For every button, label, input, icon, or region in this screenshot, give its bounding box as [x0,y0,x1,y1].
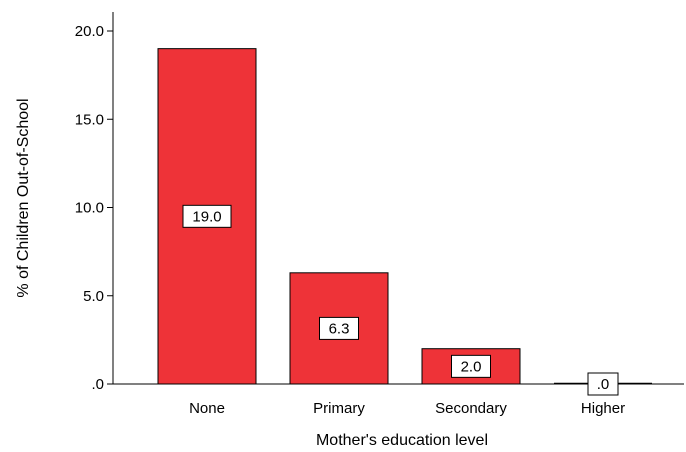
y-tick-label: 5.0 [83,288,104,305]
y-axis-title: % of Children Out-of-School [15,98,32,297]
data-label-box [451,354,491,378]
data-label-box [182,204,232,228]
data-label: 19.0 [192,208,221,225]
x-category-labels-layer: None Primary Secondary Higher [189,400,625,417]
x-category-label: None [189,400,225,417]
x-category-label: Primary [313,400,365,417]
x-category-label: Higher [581,400,625,417]
x-category-label: Secondary [435,400,507,417]
data-label-box [587,372,619,396]
y-tick-label: 10.0 [75,200,104,217]
x-axis-title: Mother's education level [316,432,488,449]
data-label-box [319,316,359,340]
bars-layer [157,48,652,385]
y-tick-label: .0 [91,376,104,393]
data-label: 2.0 [461,358,482,375]
data-label: 6.3 [329,320,350,337]
y-tick-label: 15.0 [75,111,104,128]
y-tick-label: 20.0 [75,23,104,40]
data-labels-layer: 19.0 6.3 2.0 .0 [182,204,619,396]
y-ticks-layer: .0 5.0 10.0 15.0 20.0 [75,23,113,393]
data-label: .0 [597,376,610,393]
